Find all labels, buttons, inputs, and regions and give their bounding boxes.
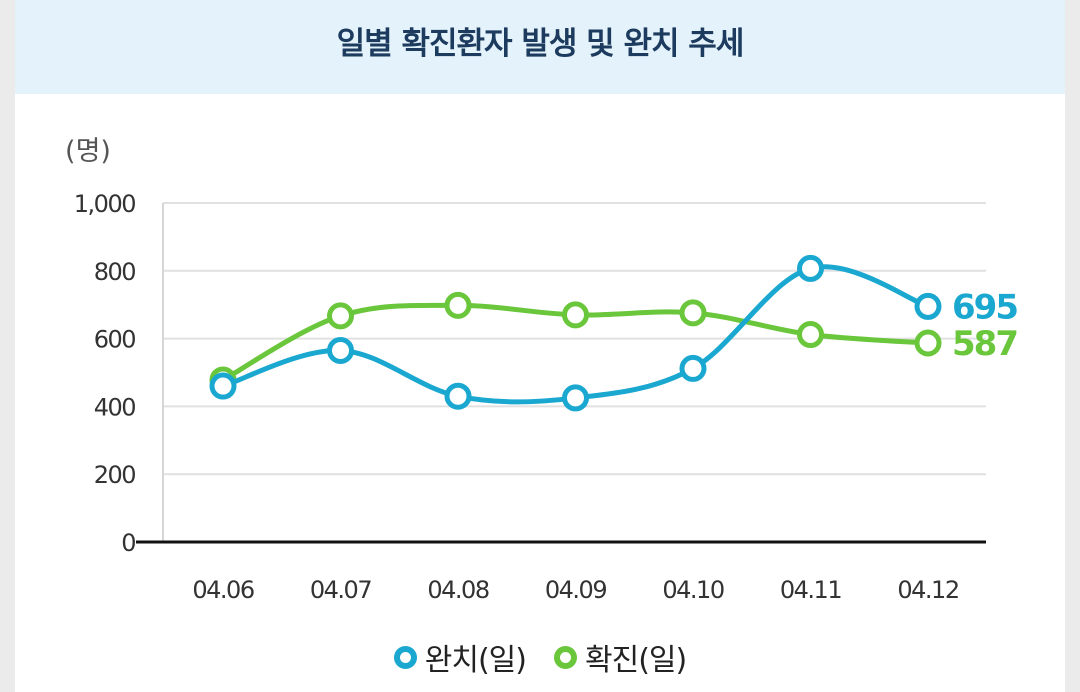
x-tick-label: 04.09 [545,576,606,604]
data-point [679,354,707,382]
x-tick-label: 04.12 [897,576,958,604]
y-axis-ticks: 0 200 400 600 800 1,000 [74,190,137,557]
data-point [209,372,237,400]
legend-item-recovered[interactable]: 완치(일) [393,635,527,679]
x-axis-ticks: 04.06 04.07 04.08 04.09 04.10 04.11 04.12 [192,576,960,604]
data-point [797,321,824,349]
end-value-label: 587 [952,324,1017,364]
data-point [327,336,354,364]
y-tick-label: 1,000 [74,190,135,218]
y-tick-label: 200 [94,461,136,489]
data-point [562,301,589,329]
data-point [444,291,472,319]
x-tick-label: 04.07 [310,576,371,604]
x-tick-label: 04.08 [427,576,488,604]
legend: 완치(일) 확진(일) [0,632,1080,682]
legend-label: 완치(일) [424,643,527,678]
data-point [327,302,354,330]
chart-title: 일별 확진환자 발생 및 완치 추세 [336,25,745,62]
data-point [914,292,942,320]
end-value-label: 695 [952,287,1017,327]
y-tick-label: 400 [94,393,136,421]
y-tick-label: 600 [94,326,136,354]
circle-marker-icon [393,645,417,669]
chart-header: 일별 확진환자 발생 및 완치 추세 [15,0,1065,94]
x-tick-label: 04.10 [662,576,723,604]
legend-label: 확진(일) [585,643,687,678]
data-point [679,299,707,327]
series-recovered: 695 [209,254,1019,412]
x-tick-label: 04.11 [780,576,841,604]
legend-item-confirmed[interactable]: 확진(일) [554,635,687,679]
y-tick-label: 0 [121,529,135,557]
data-point [797,254,824,282]
axes [136,203,986,544]
data-point [562,384,589,412]
x-tick-label: 04.06 [192,576,253,604]
chart-card: 일별 확진환자 발생 및 완치 추세 [15,0,1065,692]
data-point [444,382,472,410]
data-point [914,329,942,357]
circle-marker-icon [554,645,577,669]
y-tick-label: 800 [94,258,136,286]
y-axis-label: (명) [65,136,111,167]
